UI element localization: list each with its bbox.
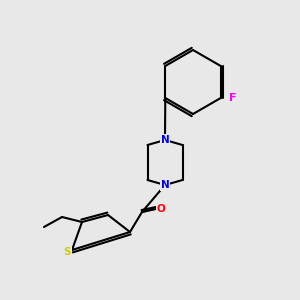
Text: S: S	[63, 247, 71, 257]
Text: F: F	[229, 93, 236, 103]
Text: N: N	[160, 180, 169, 190]
Text: O: O	[157, 204, 165, 214]
Text: N: N	[160, 135, 169, 145]
